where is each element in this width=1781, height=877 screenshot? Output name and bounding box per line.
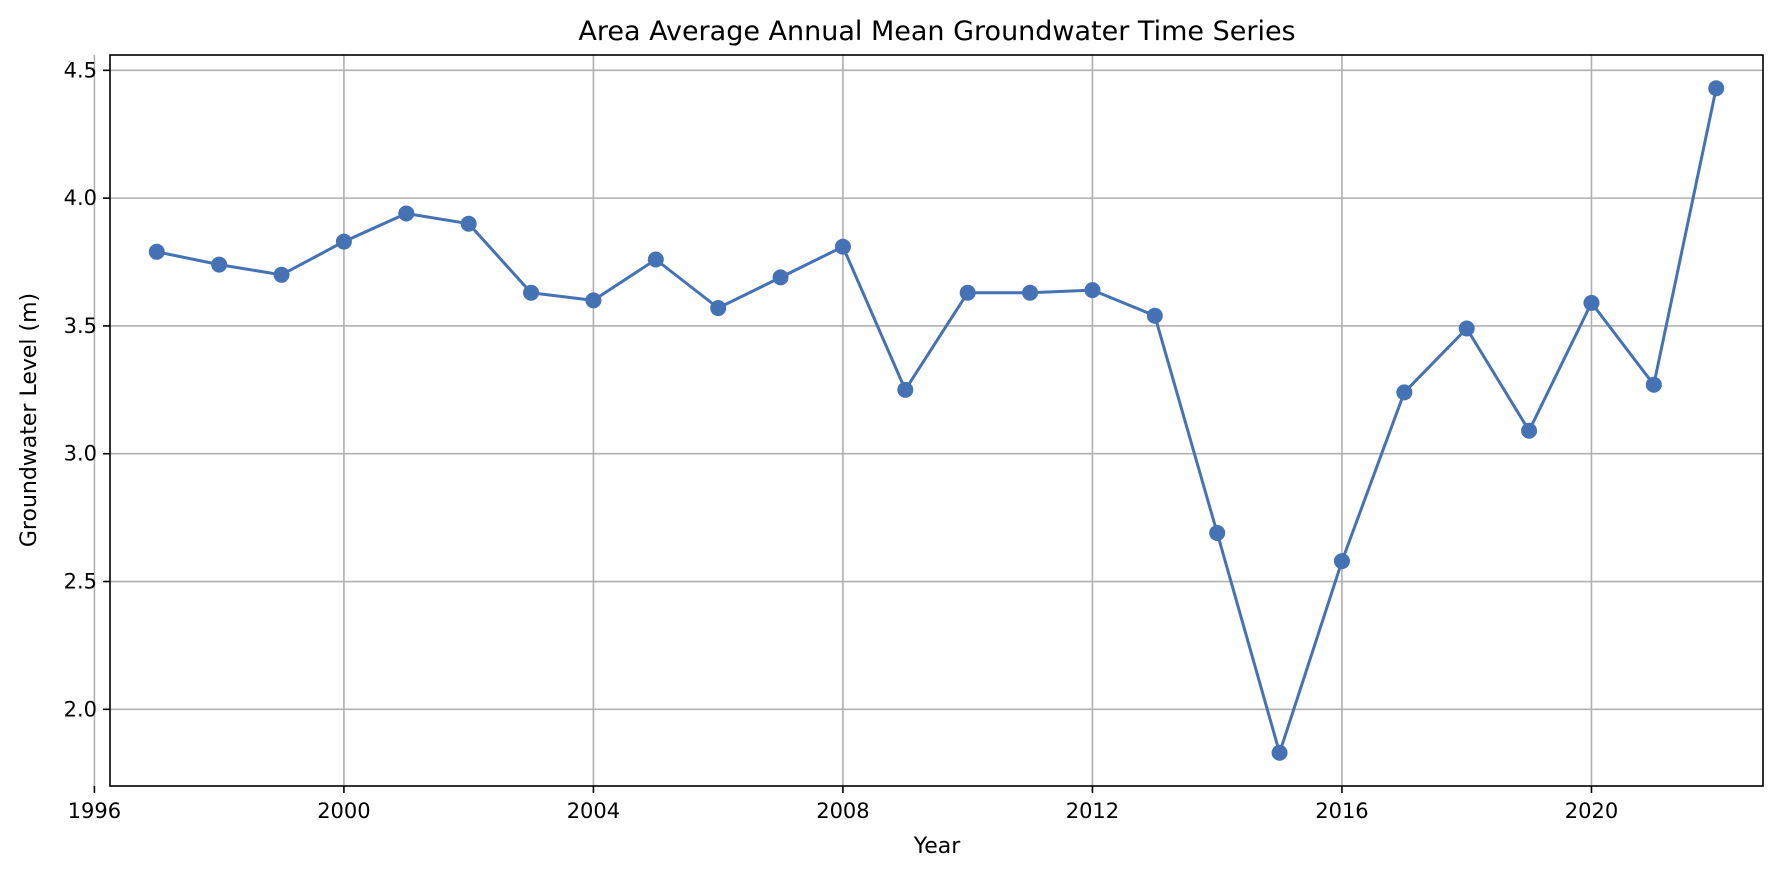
data-point <box>1458 320 1475 337</box>
data-point <box>148 243 165 260</box>
series <box>148 80 1725 761</box>
data-point <box>335 233 352 250</box>
x-tick-label: 1996 <box>68 799 121 823</box>
data-point <box>897 381 914 398</box>
y-tick-label: 3.0 <box>64 442 97 466</box>
y-tick-label: 4.0 <box>64 186 97 210</box>
grid <box>93 55 1763 786</box>
x-tick-label: 2020 <box>1565 799 1618 823</box>
data-point <box>710 300 727 317</box>
data-point <box>523 284 540 301</box>
x-tick-label: 2016 <box>1315 799 1368 823</box>
plot-frame <box>109 54 1764 787</box>
data-point <box>1333 553 1350 570</box>
x-tick-label: 2000 <box>317 799 370 823</box>
data-point <box>1645 376 1662 393</box>
data-point <box>398 205 415 222</box>
data-point <box>959 284 976 301</box>
data-point <box>1396 384 1413 401</box>
data-point <box>1708 80 1725 97</box>
y-axis-ticks: 2.0 2.5 3.0 3.5 4.0 4.5 <box>64 58 110 721</box>
data-point <box>834 238 851 255</box>
series-line <box>155 86 1718 755</box>
axes-frame <box>109 54 1764 787</box>
x-tick-label: 2012 <box>1066 799 1119 823</box>
x-axis-label: Year <box>913 834 962 859</box>
data-point <box>1146 307 1163 324</box>
chart-title: Area Average Annual Mean Groundwater Tim… <box>578 16 1295 47</box>
data-point <box>1209 524 1226 541</box>
data-point <box>211 256 228 273</box>
data-point <box>1271 744 1288 761</box>
x-axis-ticks: 1996 2000 2004 2008 2012 2016 2020 <box>68 786 1618 823</box>
y-axis-label: Groundwater Level (m) <box>17 293 42 547</box>
data-point <box>1084 282 1101 299</box>
y-tick-label: 4.5 <box>64 58 97 82</box>
data-point <box>585 292 602 309</box>
x-tick-label: 2008 <box>816 799 869 823</box>
y-tick-label: 2.5 <box>64 570 97 594</box>
data-point <box>460 215 477 232</box>
data-point <box>1583 294 1600 311</box>
x-tick-label: 2004 <box>567 799 620 823</box>
data-point <box>647 251 664 268</box>
y-tick-label: 3.5 <box>64 314 97 338</box>
data-point <box>1521 422 1538 439</box>
y-tick-label: 2.0 <box>64 697 97 721</box>
data-point <box>772 269 789 286</box>
data-point <box>1022 284 1039 301</box>
data-point <box>273 266 290 283</box>
